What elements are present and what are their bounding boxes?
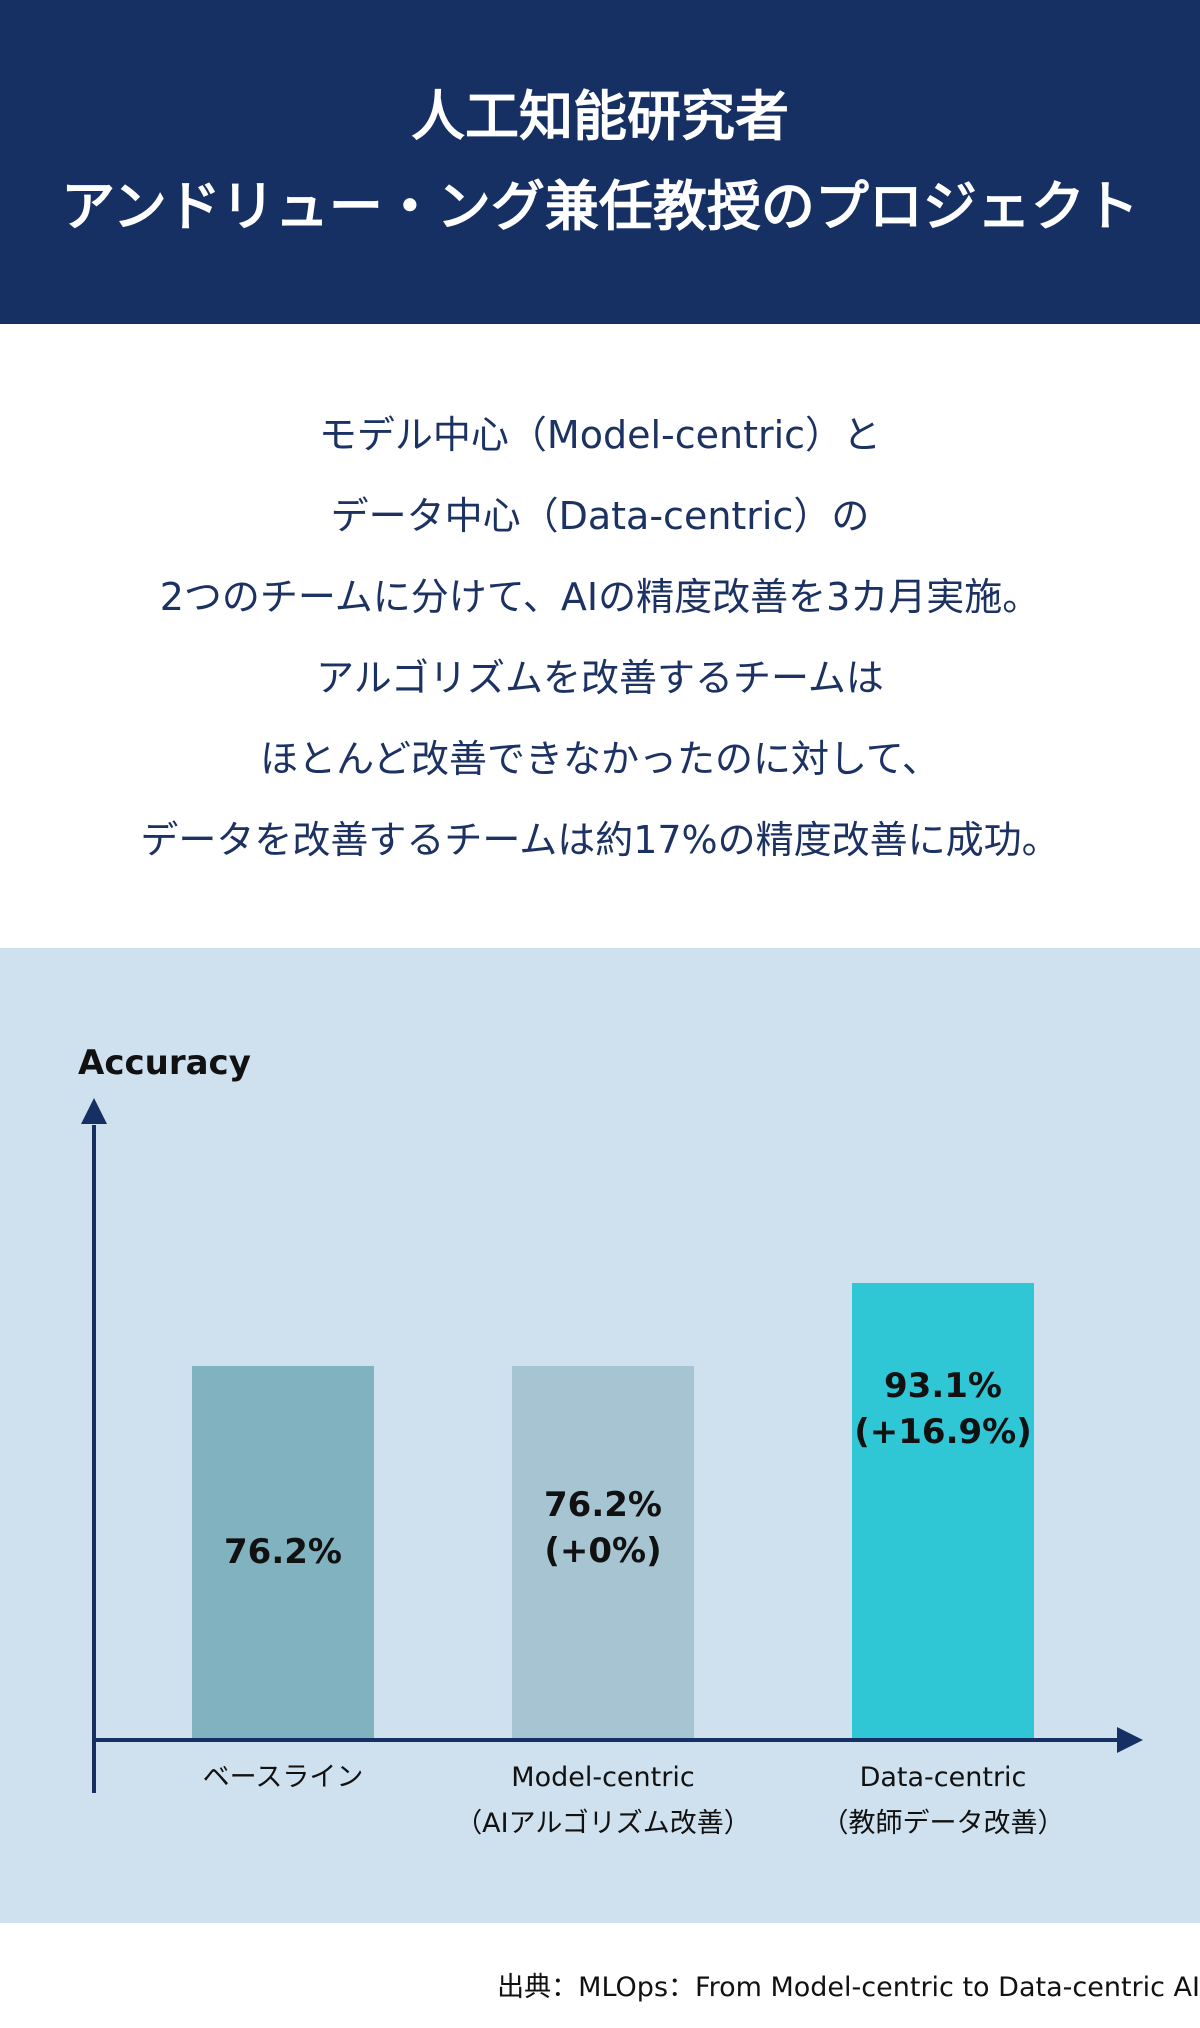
- bar-2: [512, 1366, 694, 1738]
- title-line-1: 人工知能研究者: [411, 85, 789, 148]
- bar-value-1: 76.2%: [224, 1532, 342, 1572]
- intro-line-2: データ中心（Data-centric）の: [330, 494, 870, 538]
- category-label-2: Model-centric （AIアルゴリズム改善）: [433, 1755, 773, 1847]
- y-axis-arrow: [81, 1098, 107, 1124]
- intro-line-1: モデル中心（Model-centric）と: [318, 413, 882, 457]
- category-label-3: Data-centric （教師データ改善）: [773, 1755, 1113, 1847]
- source-citation: 出典：MLOps：From Model-centric to Data-cent…: [497, 1972, 1200, 2003]
- category-subtitle-2: （AIアルゴリズム改善）: [455, 1808, 751, 1839]
- category-name-3: Data-centric: [859, 1762, 1027, 1793]
- bar-value-label-1: 76.2%: [152, 1529, 414, 1575]
- bar-delta-2: (+0%): [544, 1531, 662, 1571]
- intro-line-6: データを改善するチームは約17%の精度改善に成功。: [140, 818, 1060, 862]
- category-name-1: ベースライン: [202, 1762, 364, 1793]
- bar-value-label-3: 93.1% (+16.9%): [812, 1363, 1074, 1455]
- category-name-2: Model-centric: [511, 1762, 695, 1793]
- intro-line-4: アルゴリズムを改善するチームは: [316, 656, 884, 700]
- bar-value-2: 76.2%: [544, 1485, 662, 1525]
- bar-value-label-2: 76.2% (+0%): [472, 1482, 734, 1574]
- bar-1: [192, 1366, 374, 1738]
- intro-line-3: 2つのチームに分けて、AIの精度改善を3カ月実施。: [159, 575, 1041, 619]
- category-label-1: ベースライン: [113, 1755, 453, 1801]
- bar-3: [852, 1283, 1034, 1738]
- intro-line-5: ほとんど改善できなかったのに対して、: [260, 737, 940, 781]
- title-banner: 人工知能研究者 アンドリュー・ング兼任教授のプロジェクト: [0, 0, 1200, 324]
- category-subtitle-3: （教師データ改善）: [821, 1808, 1065, 1839]
- chart-axes: [81, 1098, 1143, 1793]
- y-axis-label: Accuracy: [78, 1043, 251, 1083]
- x-axis-arrow: [1117, 1727, 1143, 1753]
- intro-text: モデル中心（Model-centric）と データ中心（Data-centric…: [0, 395, 1200, 881]
- bar-value-3: 93.1%: [884, 1366, 1002, 1407]
- title-line-2: アンドリュー・ング兼任教授のプロジェクト: [61, 175, 1139, 238]
- accuracy-chart: Accuracy 76.2% ベースライン 76.2% (+0%) Model-cent…: [0, 948, 1200, 1923]
- bar-delta-3: (+16.9%): [854, 1412, 1032, 1453]
